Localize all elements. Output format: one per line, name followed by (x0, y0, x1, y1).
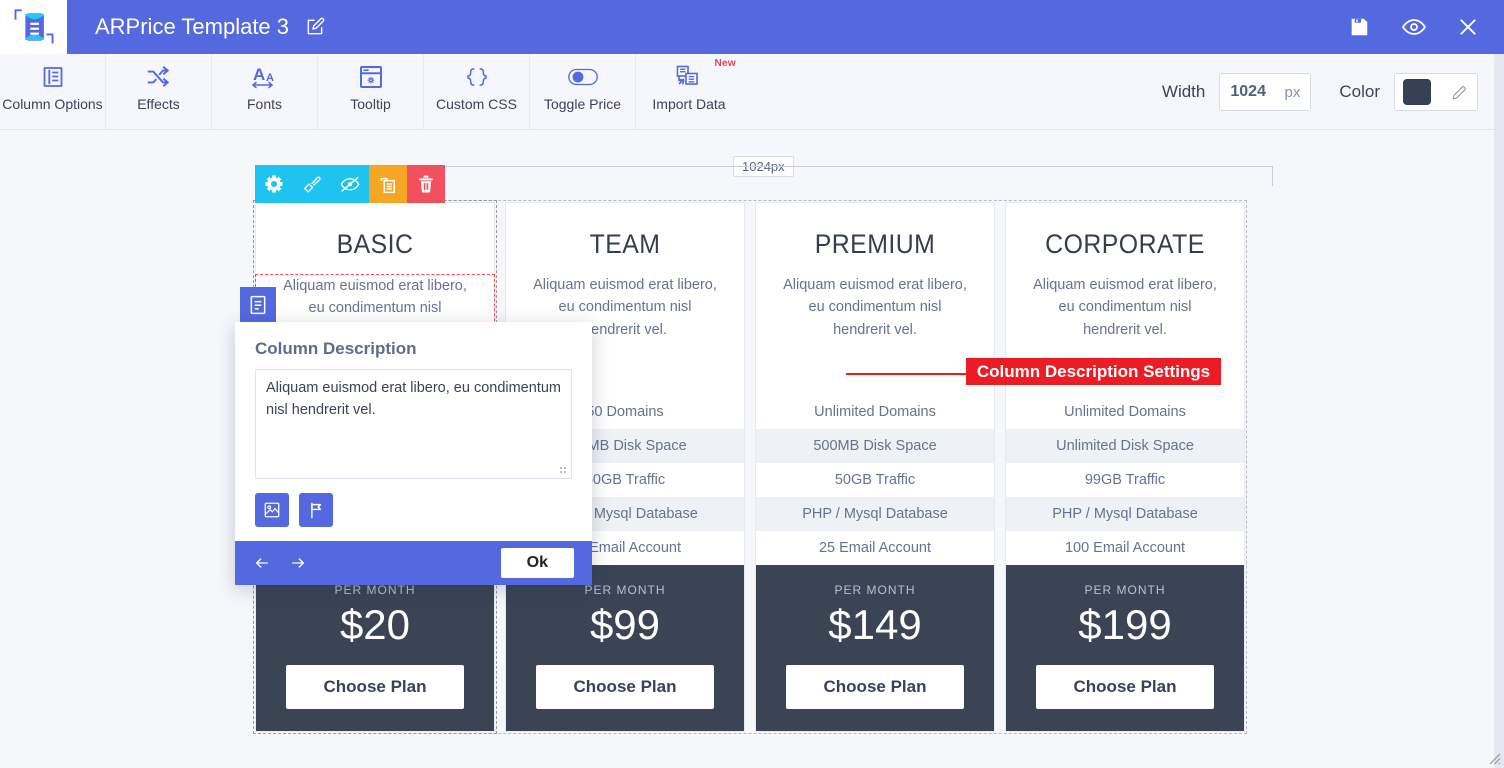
svg-text:A: A (266, 72, 274, 84)
svg-text:A: A (253, 65, 265, 84)
